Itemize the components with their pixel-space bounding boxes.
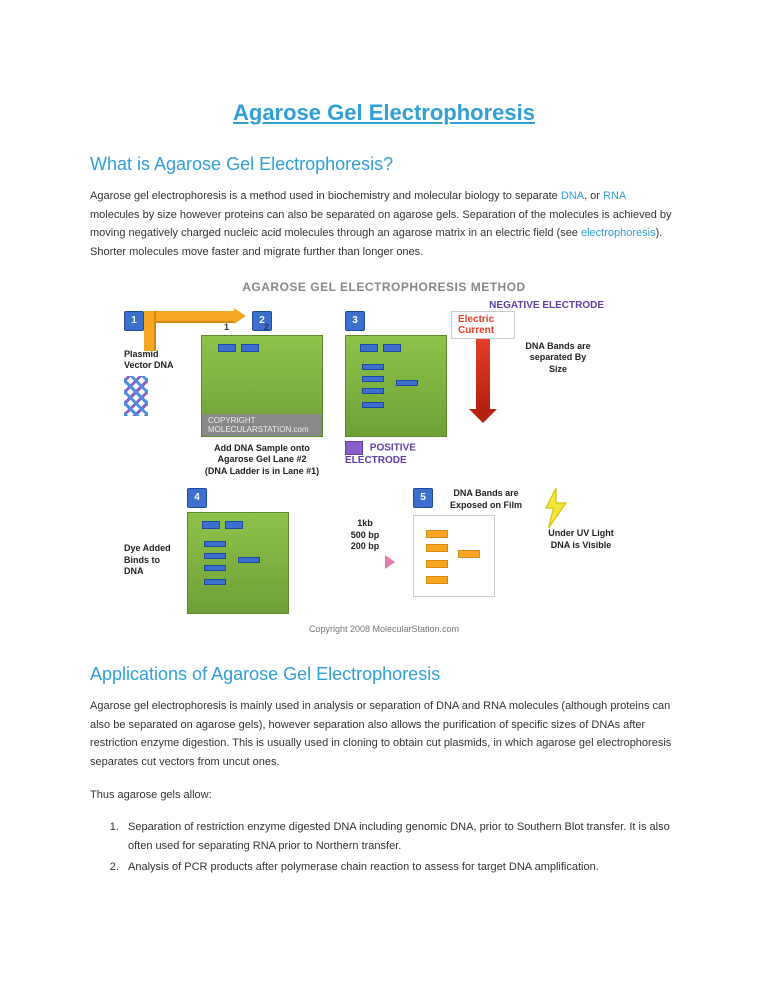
dna-band-icon <box>396 380 418 386</box>
dna-helix-icon <box>124 376 148 416</box>
plasmid-label: Plasmid Vector DNA <box>124 349 179 372</box>
diagram-title: AGAROSE GEL ELECTROPHORESIS METHOD <box>124 280 644 294</box>
lightning-icon <box>541 488 571 528</box>
gel-step4 <box>187 512 289 614</box>
intro-paragraph: Agarose gel electrophoresis is a method … <box>90 187 678 262</box>
link-electrophoresis[interactable]: electrophoresis <box>581 227 656 239</box>
lane-1-label: 1 <box>224 322 229 332</box>
size-200bp: 200 bp <box>325 541 405 553</box>
step4-caption: Dye Added Binds to DNA <box>124 543 179 578</box>
well-icon <box>225 521 243 529</box>
gel-step2: 1 2 COPYRIGHT MOLECULARSTATION.com <box>201 335 323 437</box>
dna-band-icon <box>362 388 384 394</box>
link-dna[interactable]: DNA <box>561 190 584 202</box>
well-icon <box>218 344 236 352</box>
step3-caption: DNA Bands are separated By Size <box>523 341 593 376</box>
size-500bp: 500 bp <box>325 530 405 542</box>
film-band-icon <box>426 544 448 552</box>
dna-band-icon <box>362 364 384 370</box>
copyright-watermark-2: Copyright 2008 MolecularStation.com <box>124 624 644 634</box>
red-arrow-down-icon <box>476 339 490 409</box>
film-band-icon <box>426 576 448 584</box>
film-band-icon <box>426 530 448 538</box>
well-icon <box>241 344 259 352</box>
page-title: Agarose Gel Electrophoresis <box>90 100 678 126</box>
dna-band-icon <box>204 553 226 559</box>
intro-text-2: , or <box>584 190 603 202</box>
dna-band-icon <box>362 402 384 408</box>
step-5-number: 5 <box>413 488 433 508</box>
list-item: Separation of restriction enzyme digeste… <box>122 818 678 855</box>
step2-caption-a: Add DNA Sample onto <box>187 443 337 455</box>
size-1kb: 1kb <box>325 518 405 530</box>
applications-paragraph-1: Agarose gel electrophoresis is mainly us… <box>90 697 678 772</box>
intro-text-1: Agarose gel electrophoresis is a method … <box>90 190 561 202</box>
step5-caption-b: Under UV Light DNA is Visible <box>541 528 621 551</box>
film-band-icon <box>458 550 480 558</box>
step2-caption-c: (DNA Ladder is in Lane #1) <box>187 466 337 478</box>
well-icon <box>360 344 378 352</box>
negative-electrode-label: NEGATIVE ELECTRODE <box>489 300 604 311</box>
step-3-number: 3 <box>345 311 365 331</box>
heading-applications: Applications of Agarose Gel Electrophore… <box>90 664 678 685</box>
well-icon <box>383 344 401 352</box>
electric-current-label: Electric Current <box>451 311 515 339</box>
list-item: Analysis of PCR products after polymeras… <box>122 858 678 877</box>
dna-band-icon <box>204 565 226 571</box>
heading-what-is: What is Agarose Gel Electrophoresis? <box>90 154 678 175</box>
method-diagram: AGAROSE GEL ELECTROPHORESIS METHOD NEGAT… <box>124 280 644 634</box>
dna-band-icon <box>238 557 260 563</box>
applications-list: Separation of restriction enzyme digeste… <box>90 818 678 876</box>
lane-2-label: 2 <box>264 322 269 332</box>
dna-band-icon <box>204 541 226 547</box>
dna-band-icon <box>362 376 384 382</box>
copyright-watermark-1: COPYRIGHT MOLECULARSTATION.com <box>202 414 322 436</box>
orange-arrow-icon <box>154 311 234 323</box>
step-1-number: 1 <box>124 311 144 331</box>
film-band-icon <box>426 560 448 568</box>
applications-paragraph-2: Thus agarose gels allow: <box>90 786 678 805</box>
dna-band-icon <box>204 579 226 585</box>
step5-caption-a: DNA Bands are Exposed on Film <box>439 488 533 511</box>
positive-box-icon <box>345 441 363 455</box>
well-icon <box>202 521 220 529</box>
gel-step3 <box>345 335 447 437</box>
link-rna[interactable]: RNA <box>603 190 626 202</box>
step2-caption-b: Agarose Gel Lane #2 <box>187 454 337 466</box>
step-4-number: 4 <box>187 488 207 508</box>
